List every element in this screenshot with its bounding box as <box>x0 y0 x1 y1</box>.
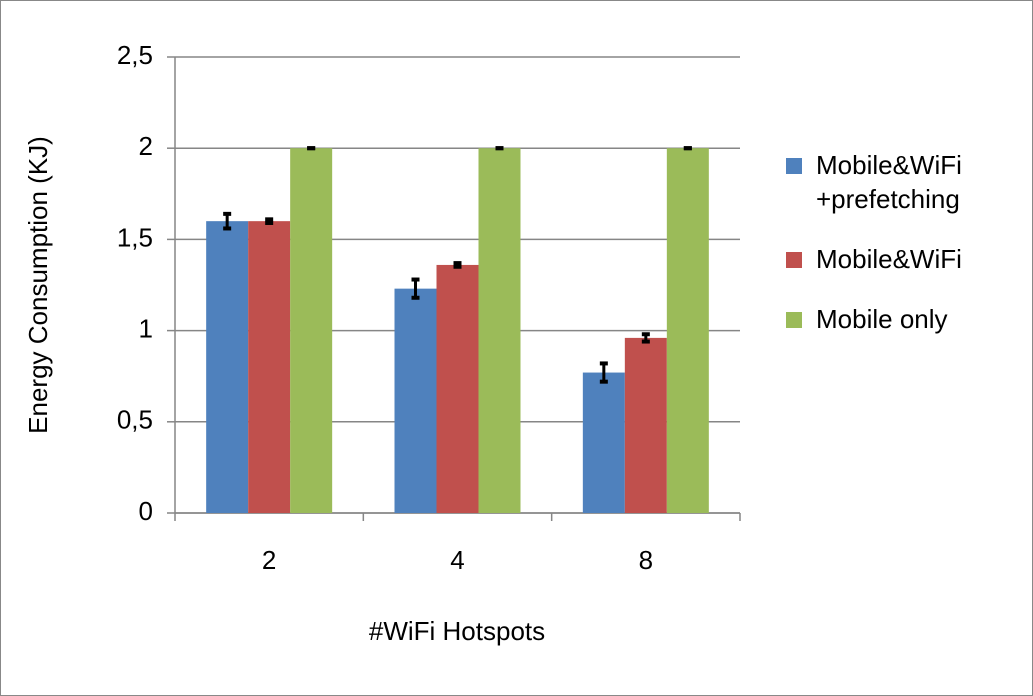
error-bar-part <box>683 146 692 151</box>
error-bar-part <box>641 339 650 344</box>
y-tick-label: 1 <box>139 313 153 343</box>
y-axis-title: Energy Consumption (KJ) <box>23 136 53 434</box>
error-bar-part <box>223 226 232 231</box>
error-bar-part <box>307 146 316 151</box>
y-tick-label: 2 <box>139 131 153 161</box>
bar <box>624 337 667 513</box>
error-bar-part <box>411 277 420 282</box>
error-bar <box>265 217 274 225</box>
error-bar-part <box>599 361 608 366</box>
error-bar-part <box>641 332 650 337</box>
legend: Mobile&WiFi +prefetching Mobile&WiFi Mobil… <box>786 148 1016 362</box>
bar <box>666 148 709 513</box>
error-bar <box>495 146 504 151</box>
error-bar-part <box>265 217 274 222</box>
y-tick-label: 1,5 <box>117 222 153 252</box>
error-bar-part <box>223 211 232 216</box>
error-bar-part <box>411 295 420 300</box>
error-bar-part <box>495 146 504 151</box>
x-tick-label: 4 <box>450 545 464 575</box>
bar <box>478 148 521 513</box>
bar <box>290 148 333 513</box>
x-tick-label: 2 <box>262 545 276 575</box>
x-tick-label: 8 <box>639 545 653 575</box>
x-axis-title: #WiFi Hotspots <box>369 616 545 646</box>
legend-swatch <box>786 252 802 268</box>
legend-label: Mobile only <box>816 304 948 334</box>
error-bar <box>453 261 462 269</box>
error-bar <box>641 332 650 344</box>
legend-item: Mobile&WiFi <box>786 242 986 276</box>
bar <box>206 221 249 513</box>
legend-swatch <box>786 312 802 328</box>
error-bar-part <box>453 264 462 269</box>
error-bar-part <box>265 220 274 225</box>
error-bar <box>411 277 420 300</box>
error-bar <box>599 361 608 384</box>
y-tick-label: 0 <box>139 496 153 526</box>
error-bar-part <box>599 379 608 384</box>
bar <box>248 221 291 513</box>
error-bar-part <box>453 261 462 266</box>
legend-label: Mobile&WiFi <box>816 244 962 274</box>
error-bar <box>223 211 232 231</box>
error-bar <box>683 146 692 151</box>
legend-swatch <box>786 158 802 174</box>
error-bar <box>307 146 316 151</box>
y-tick-label: 0,5 <box>117 405 153 435</box>
legend-item: Mobile only <box>786 302 986 336</box>
bar <box>582 372 625 513</box>
bar <box>436 264 479 513</box>
legend-item: Mobile&WiFi +prefetching <box>786 148 986 216</box>
y-tick-label: 2,5 <box>117 40 153 70</box>
legend-label: Mobile&WiFi +prefetching <box>816 150 962 214</box>
bar <box>394 288 437 513</box>
